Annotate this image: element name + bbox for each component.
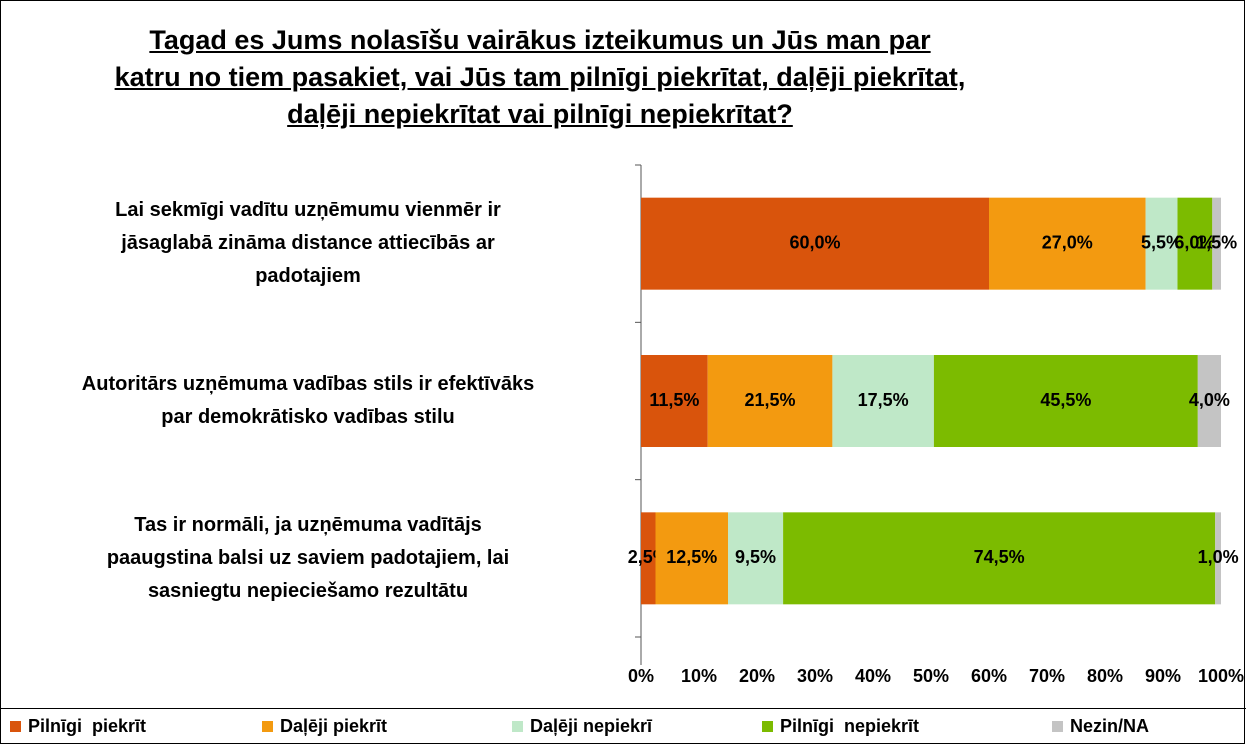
data-label: 60,0% xyxy=(789,232,840,252)
x-tick-label: 60% xyxy=(971,666,1007,686)
legend-label: Nezin/NA xyxy=(1070,716,1149,736)
bar-segment xyxy=(783,512,1216,605)
legend-label: Pilnīgi nepiekrīt xyxy=(780,716,919,736)
x-tick-label: 30% xyxy=(797,666,833,686)
data-label: 5,5% xyxy=(1141,232,1182,252)
bar-segment xyxy=(707,355,833,447)
data-label: 12,5% xyxy=(666,547,717,567)
data-label: 4,0% xyxy=(1189,390,1230,410)
bar-segment xyxy=(989,197,1146,290)
bar-segment xyxy=(641,197,989,290)
bar-segment xyxy=(1215,512,1221,605)
category-label: Autoritārs uzņēmuma vadības stils ir efe… xyxy=(81,373,535,428)
bar-segment xyxy=(933,355,1198,447)
bar-segment xyxy=(832,355,934,447)
data-label: 1,5% xyxy=(1196,232,1237,252)
legend-swatch xyxy=(10,721,21,732)
bar-segment xyxy=(1212,197,1221,290)
bar-segment xyxy=(1197,355,1221,447)
legend-swatch xyxy=(512,721,523,732)
data-label: 74,5% xyxy=(974,547,1025,567)
legend-label: Pilnīgi piekrīt xyxy=(28,716,146,736)
x-tick-label: 90% xyxy=(1145,666,1181,686)
bar-segment xyxy=(641,512,656,605)
data-label: 45,5% xyxy=(1040,390,1091,410)
legend-swatch xyxy=(1052,721,1063,732)
x-tick-label: 70% xyxy=(1029,666,1065,686)
x-tick-label: 50% xyxy=(913,666,949,686)
legend-swatch xyxy=(262,721,273,732)
x-tick-label: 20% xyxy=(739,666,775,686)
bar-segment xyxy=(728,512,784,605)
category-label: Tas ir normāli, ja uzņēmuma vadītājs paa… xyxy=(106,513,510,602)
data-label: 11,5% xyxy=(649,390,699,410)
data-label: 1,0% xyxy=(1198,547,1239,567)
chart-title: Tagad es Jums nolasīšu vairākus izteikum… xyxy=(114,25,966,129)
bar-segment xyxy=(655,512,728,605)
x-tick-label: 100% xyxy=(1198,666,1244,686)
bar-segment xyxy=(1145,197,1178,290)
x-tick-label: 0% xyxy=(628,666,654,686)
data-label: 27,0% xyxy=(1042,232,1093,252)
legend-label: Daļēji piekrīt xyxy=(280,716,387,736)
data-label: 9,5% xyxy=(735,547,776,567)
data-label: 17,5% xyxy=(858,390,909,410)
legend-swatch xyxy=(762,721,773,732)
x-tick-label: 80% xyxy=(1087,666,1123,686)
bar-segment xyxy=(641,355,708,447)
category-label: Lai sekmīgi vadītu uzņēmumu vienmēr ir j… xyxy=(115,199,501,288)
data-label: 6,0% xyxy=(1174,232,1215,252)
x-tick-label: 10% xyxy=(681,666,717,686)
data-label: 21,5% xyxy=(745,390,796,410)
x-tick-label: 40% xyxy=(855,666,891,686)
legend-label: Daļēji nepiekrī xyxy=(530,716,653,736)
bar-segment xyxy=(1177,197,1213,290)
